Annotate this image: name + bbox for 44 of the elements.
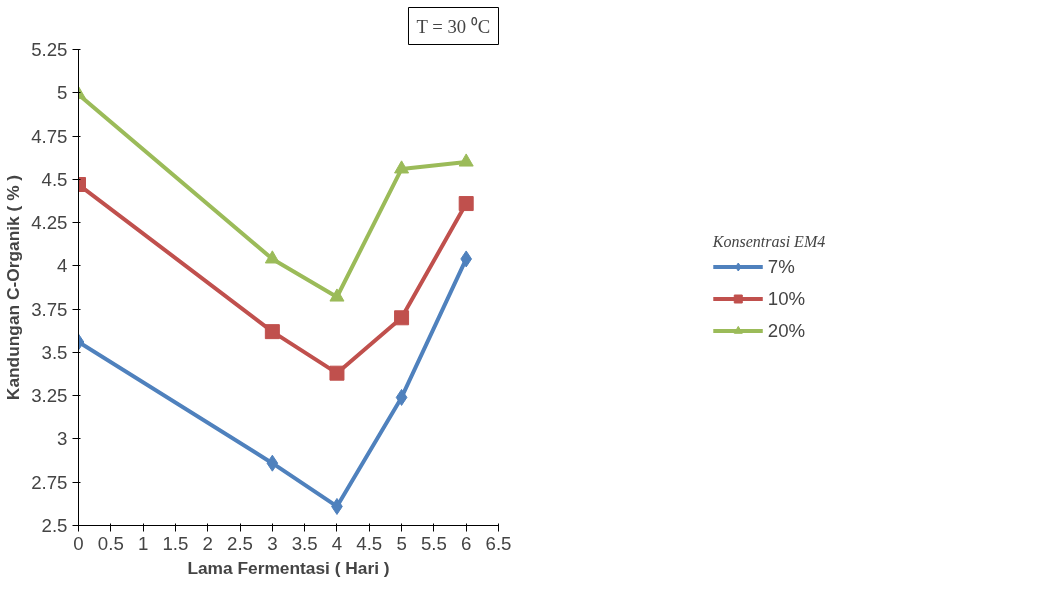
point xyxy=(329,288,345,302)
point xyxy=(329,365,345,381)
x-tick-label: 6 xyxy=(461,532,472,554)
point xyxy=(264,250,280,264)
x-tick-label: 2.5 xyxy=(227,532,254,554)
x-tick-label: 5.5 xyxy=(420,532,447,554)
x-tick-label: 4.5 xyxy=(356,532,383,554)
point xyxy=(458,153,474,167)
point xyxy=(460,250,473,268)
y-tick-label: 3 xyxy=(57,428,68,450)
y-tick-label: 2.5 xyxy=(41,515,68,536)
y-tick-label: 5.25 xyxy=(31,39,68,60)
point xyxy=(394,160,410,174)
point xyxy=(458,196,474,212)
point xyxy=(266,454,279,472)
x-tick-label: 1 xyxy=(137,532,149,554)
x-tick-label: 4 xyxy=(331,532,343,554)
legend-label: 10% xyxy=(767,287,806,310)
x-tick-label: 0 xyxy=(73,532,84,554)
y-tick-label: 4 xyxy=(57,255,68,277)
x-tick-label: 1.5 xyxy=(162,532,189,554)
x-tick-label: 0.5 xyxy=(97,532,124,554)
point xyxy=(264,324,280,340)
x-tick-label: 6.5 xyxy=(485,532,512,554)
x-axis-title: Lama Fermentasi ( Hari ) xyxy=(187,557,390,578)
legend-label: 7% xyxy=(767,255,795,278)
y-tick-label: 4.75 xyxy=(31,125,68,147)
point xyxy=(395,388,408,406)
y-tick-label: 4.5 xyxy=(41,168,68,190)
legend-label: 20% xyxy=(767,319,806,342)
x-tick-label: 5 xyxy=(396,532,407,554)
y-tick-label: 3.5 xyxy=(41,341,68,363)
x-tick-label: 3 xyxy=(267,532,278,554)
y-axis-title: Kandungan C-Organik ( % ) xyxy=(3,174,24,401)
y-tick-label: 3.25 xyxy=(31,385,68,407)
y-tick-label: 5 xyxy=(57,82,68,104)
x-tick-label: 3.5 xyxy=(291,532,318,554)
y-tick-label: 2.75 xyxy=(31,471,68,493)
y-tick-label: 4.25 xyxy=(31,212,68,234)
legend-title: Konsentrasi EM4 xyxy=(712,232,826,251)
x-tick-label: 2 xyxy=(202,532,213,554)
point xyxy=(394,310,410,326)
y-tick-label: 3.75 xyxy=(31,298,68,320)
text: T = 30 ⁰C xyxy=(416,15,491,37)
